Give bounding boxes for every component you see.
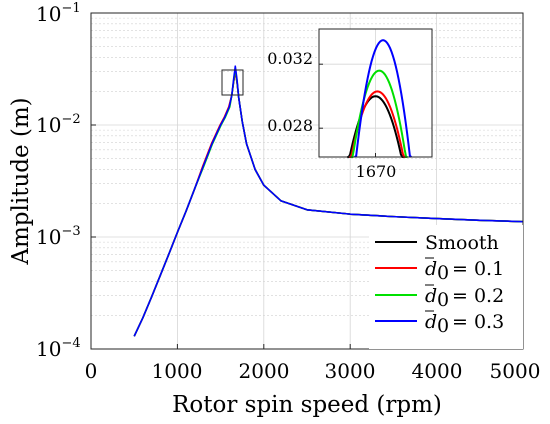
legend: Smooth d 0 = 0.1 d 0 = 0.2 d 0 = 0.3 bbox=[369, 225, 523, 349]
legend-label-d0-0-1: = 0.1 bbox=[452, 258, 504, 280]
inset-frame bbox=[318, 28, 433, 158]
y-tick-label: 10−2 bbox=[36, 112, 81, 137]
zoom-region-box bbox=[221, 69, 244, 96]
y-tick-labels: 10−4 10−3 10−2 10−1 bbox=[36, 1, 81, 361]
legend-label-d0-0-2: = 0.2 bbox=[452, 285, 504, 307]
x-tick-label: 2000 bbox=[239, 359, 290, 383]
x-tick-label: 4000 bbox=[412, 359, 463, 383]
inset-curves bbox=[347, 39, 412, 158]
legend-box bbox=[369, 225, 523, 349]
inset-series-line bbox=[354, 39, 412, 158]
legend-subscript-d0-0-3: 0 bbox=[437, 315, 449, 337]
inset-x-tick-label: 1670 bbox=[356, 162, 397, 181]
legend-label-smooth: Smooth bbox=[425, 232, 499, 254]
inset-series-line bbox=[351, 69, 408, 158]
y-axis-title: Amplitude (m) bbox=[8, 97, 34, 265]
x-tick-label: 5000 bbox=[490, 359, 541, 383]
x-tick-labels: 0 1000 2000 3000 4000 5000 bbox=[85, 359, 541, 383]
legend-symbol-d0-0-3: d bbox=[425, 311, 437, 333]
x-tick-label: 3000 bbox=[325, 359, 376, 383]
legend-label-d0-0-3: = 0.3 bbox=[452, 311, 504, 333]
main-curves bbox=[133, 65, 524, 337]
y-tick-label: 10−3 bbox=[36, 224, 81, 249]
legend-symbol-d0-0-2: d bbox=[425, 285, 437, 307]
inset-zoom-plot: 0.032 0.028 1670 bbox=[267, 28, 433, 181]
legend-symbol-d0-0-1: d bbox=[425, 258, 437, 280]
x-axis-title: Rotor spin speed (rpm) bbox=[172, 392, 442, 418]
inset-y-tick-label: 0.032 bbox=[267, 49, 313, 68]
y-tick-label: 10−1 bbox=[36, 1, 81, 26]
series-line bbox=[133, 65, 524, 337]
plot-frame bbox=[90, 12, 524, 350]
inset-y-tick-label: 0.028 bbox=[267, 116, 313, 135]
x-tick-label: 1000 bbox=[152, 359, 203, 383]
y-tick-label: 10−4 bbox=[36, 336, 81, 361]
legend-subscript-d0-0-1: 0 bbox=[437, 262, 449, 284]
legend-subscript-d0-0-2: 0 bbox=[437, 289, 449, 311]
x-tick-label: 0 bbox=[85, 359, 98, 383]
